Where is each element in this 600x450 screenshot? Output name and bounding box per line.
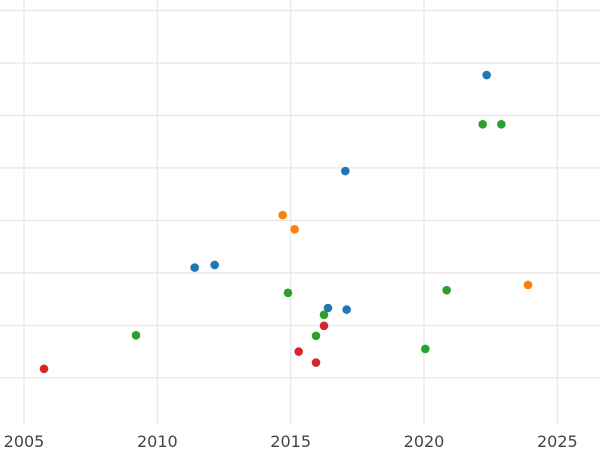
point-s1-0: [478, 120, 487, 129]
x-tick-label-3: 2020: [404, 432, 445, 450]
x-tick-label-2: 2015: [270, 432, 311, 450]
point-s1-5: [311, 331, 321, 341]
point-s2-2: [523, 280, 533, 290]
point-s0-0: [482, 70, 491, 80]
point-s1-6: [131, 330, 141, 340]
point-s0-5: [342, 305, 351, 314]
point-s3-2: [311, 358, 321, 367]
point-s2-1: [290, 224, 299, 234]
point-s1-7: [421, 344, 430, 354]
point-s1-2: [283, 288, 293, 298]
point-s1-4: [319, 310, 329, 320]
point-s1-1: [497, 120, 506, 129]
point-s0-4: [323, 303, 333, 313]
point-s1-3: [442, 285, 451, 295]
point-s3-1: [294, 347, 303, 356]
point-s2-0: [278, 210, 287, 220]
x-tick-label-1: 2010: [137, 432, 178, 450]
point-s3-3: [39, 364, 49, 374]
x-axis-ticks: 2005 2010 2015 2020 2025: [4, 432, 578, 450]
point-layer: [39, 70, 533, 374]
x-tick-label-0: 2005: [4, 432, 45, 450]
point-s0-3: [210, 260, 219, 270]
point-s3-0: [319, 321, 329, 331]
x-tick-label-4: 2025: [537, 432, 578, 450]
point-s0-1: [341, 166, 350, 176]
point-s0-2: [190, 263, 199, 272]
grid-layer: [0, 0, 600, 425]
